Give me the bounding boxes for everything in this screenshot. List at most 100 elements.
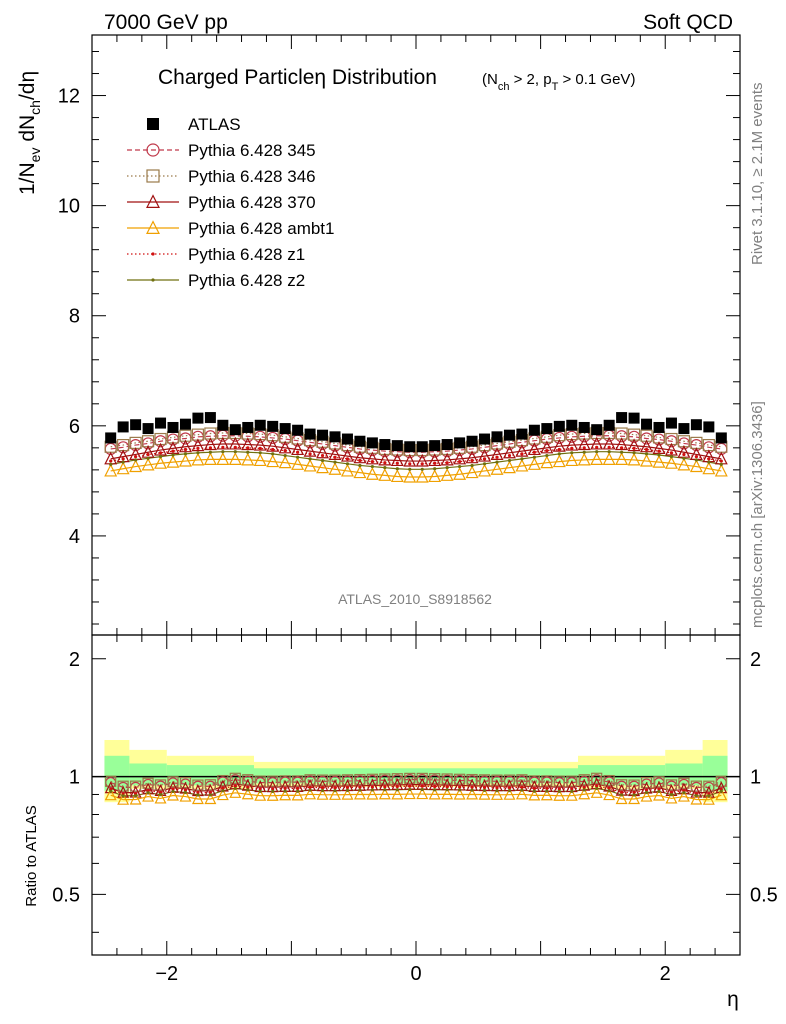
ratio-data-point — [553, 775, 565, 787]
ratio-data-point — [616, 779, 628, 791]
ratio-data-point — [291, 788, 304, 801]
data-point — [328, 447, 342, 460]
data-point — [707, 457, 711, 461]
ratio-data-point — [620, 790, 624, 795]
ratio-series-line — [110, 787, 722, 797]
legend-marker — [146, 194, 160, 208]
data-point — [358, 458, 362, 463]
ratio-data-point — [665, 791, 678, 804]
data-point — [158, 451, 163, 455]
ratio-y-tick-label-right: 1 — [750, 767, 761, 789]
data-point — [507, 458, 512, 463]
data-point — [433, 467, 437, 471]
legend-label: ATLAS — [188, 115, 241, 134]
ratio-data-point — [482, 785, 487, 790]
legend-marker — [151, 278, 155, 282]
ratio-data-point — [715, 775, 727, 787]
ratio-data-point — [570, 789, 574, 793]
ratio-data-point — [267, 775, 279, 787]
ratio-data-point — [570, 787, 574, 791]
data-point — [490, 462, 504, 475]
data-point — [333, 460, 337, 464]
ratio-data-point — [358, 788, 362, 792]
data-point — [627, 438, 641, 452]
data-point — [333, 455, 337, 459]
data-point — [532, 450, 536, 454]
ratio-data-point — [354, 773, 366, 786]
atlas-data-point — [142, 423, 154, 435]
legend-marker — [146, 220, 160, 234]
ratio-data-point — [470, 788, 474, 792]
legend-marker — [146, 143, 160, 157]
series-line — [110, 451, 722, 470]
data-point — [104, 463, 118, 477]
data-point — [109, 459, 113, 463]
atlas-data-point — [105, 432, 117, 444]
x-tick-label: 0 — [410, 963, 421, 985]
ratio-data-point — [540, 788, 553, 801]
ratio-y-tick-label: 2 — [69, 649, 80, 671]
ratio-data-point — [408, 784, 412, 788]
ratio-data-point — [632, 793, 636, 797]
data-point — [620, 450, 624, 454]
ratio-y-tick-label: 0.5 — [52, 884, 80, 906]
data-point — [296, 450, 300, 454]
ratio-data-point — [329, 787, 341, 800]
ratio-data-point — [690, 792, 703, 805]
data-point — [445, 461, 449, 465]
atlas-data-point — [117, 421, 129, 433]
ratio-data-point — [216, 788, 229, 801]
data-point — [520, 452, 524, 456]
ratio-data-point — [279, 775, 291, 787]
ratio-data-point — [678, 777, 690, 789]
data-point — [520, 457, 524, 461]
ratio-data-point — [333, 786, 337, 790]
data-point — [595, 445, 599, 449]
data-point — [515, 443, 529, 457]
data-point — [707, 460, 711, 464]
plot-subtitle: (Nch > 2, pT > 0.1 GeV) — [482, 71, 635, 93]
ratio-data-point — [383, 788, 387, 792]
data-point — [652, 454, 666, 468]
ratio-data-point — [121, 794, 125, 798]
data-point — [644, 452, 649, 456]
data-point — [482, 462, 487, 466]
atlas-data-point — [354, 435, 366, 447]
ratio-data-point — [478, 787, 491, 800]
atlas-data-point — [242, 421, 254, 433]
data-point — [146, 456, 150, 460]
atlas-data-point — [229, 424, 241, 436]
ratio-data-point — [204, 792, 217, 805]
ratio-data-point — [167, 776, 179, 788]
data-point — [640, 453, 654, 467]
uncertainty-band — [166, 765, 254, 786]
ratio-data-point — [703, 780, 715, 792]
atlas-data-point — [616, 412, 628, 424]
y-tick-label: 6 — [69, 416, 80, 438]
data-point — [428, 469, 442, 483]
ratio-data-point — [416, 772, 428, 784]
ratio-data-point — [117, 780, 129, 792]
ratio-data-point — [532, 786, 536, 791]
ratio-data-point — [491, 774, 503, 786]
ratio-data-point — [503, 774, 516, 786]
atlas-data-point — [304, 428, 316, 440]
atlas-data-point — [379, 439, 391, 451]
ratio-data-point — [142, 789, 155, 802]
ratio-data-point — [515, 787, 528, 800]
ratio-data-point — [308, 785, 312, 789]
data-point — [540, 455, 554, 469]
ratio-data-point — [217, 774, 229, 787]
ratio-data-point — [677, 789, 690, 802]
ratio-data-point — [607, 786, 611, 790]
data-point — [216, 452, 230, 465]
data-point — [208, 446, 212, 450]
title-main: Charged Particleη Distribution — [158, 66, 437, 89]
data-point — [470, 458, 474, 463]
data-point — [253, 453, 267, 467]
data-point — [664, 455, 678, 469]
data-point — [570, 446, 574, 450]
ratio-data-point — [591, 772, 603, 784]
ratio-data-point — [279, 788, 292, 801]
